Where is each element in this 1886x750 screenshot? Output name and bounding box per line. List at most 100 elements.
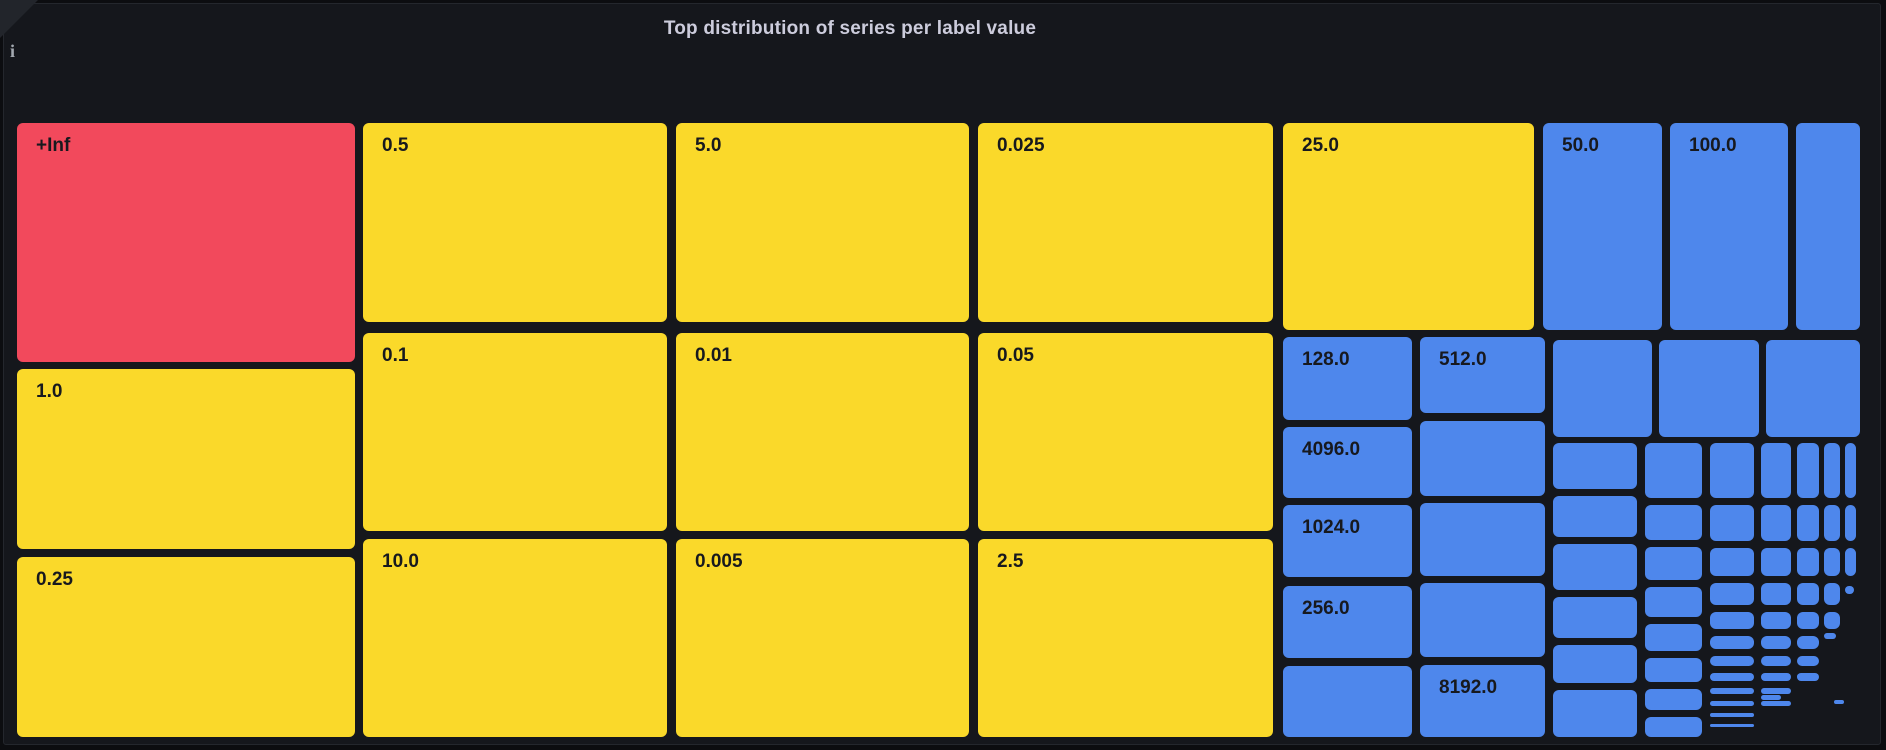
treemap-cell[interactable] [1797, 443, 1819, 498]
treemap-cell-5.0[interactable]: 5.0 [676, 123, 969, 322]
treemap-cell-label: +Inf [36, 135, 71, 156]
treemap-cell[interactable] [1420, 583, 1545, 657]
treemap-cell-0.05[interactable]: 0.05 [978, 333, 1273, 531]
info-icon: i [10, 41, 16, 61]
treemap-cell[interactable] [1824, 443, 1840, 498]
treemap-cell[interactable] [1553, 544, 1637, 590]
treemap-cell[interactable] [1761, 612, 1791, 629]
treemap-cell[interactable] [1710, 713, 1754, 717]
treemap-cell-2.5[interactable]: 2.5 [978, 539, 1273, 737]
treemap-cell-0.1[interactable]: 0.1 [363, 333, 667, 531]
treemap-cell[interactable] [1797, 612, 1819, 629]
treemap-cell[interactable] [1283, 666, 1412, 737]
treemap-cell[interactable] [1710, 583, 1754, 605]
treemap-cell-512.0[interactable]: 512.0 [1420, 337, 1545, 413]
treemap-cell[interactable] [1824, 583, 1840, 605]
treemap-cell[interactable] [1710, 656, 1754, 666]
treemap-cell[interactable] [1553, 690, 1637, 737]
treemap-cell[interactable] [1553, 443, 1637, 489]
treemap-cell[interactable] [1553, 340, 1652, 437]
treemap-cell[interactable] [1845, 548, 1856, 576]
treemap-cell[interactable] [1710, 636, 1754, 649]
treemap-cell[interactable] [1645, 505, 1702, 540]
treemap-cell-label: 1024.0 [1302, 517, 1361, 538]
treemap-cell[interactable] [1824, 548, 1840, 576]
treemap-cell-0.5[interactable]: 0.5 [363, 123, 667, 322]
treemap-cell-1.0[interactable]: 1.0 [17, 369, 355, 549]
treemap-cell[interactable] [1797, 674, 1811, 679]
treemap-cell[interactable] [1845, 586, 1854, 594]
treemap-cell[interactable] [1645, 587, 1702, 617]
treemap-cell-256.0[interactable]: 256.0 [1283, 586, 1412, 658]
treemap-cell[interactable] [1761, 505, 1791, 541]
treemap-cell[interactable] [1710, 443, 1754, 498]
treemap-cell[interactable] [1761, 656, 1791, 666]
treemap-cell-0.025[interactable]: 0.025 [978, 123, 1273, 322]
treemap-cell[interactable] [1553, 496, 1637, 537]
treemap-cell[interactable] [1645, 658, 1702, 682]
treemap-cell-label: 8192.0 [1439, 677, 1498, 698]
treemap-cell-50.0[interactable]: 50.0 [1543, 123, 1662, 330]
panel-info-corner[interactable]: i [0, 0, 38, 61]
treemap-cell-128.0[interactable]: 128.0 [1283, 337, 1412, 420]
treemap-cell[interactable] [1761, 673, 1791, 681]
treemap-cell-label: 2.5 [997, 551, 1024, 572]
treemap-cell[interactable] [1645, 624, 1702, 651]
treemap-cell-label: 0.005 [695, 551, 743, 572]
treemap-cell[interactable] [1761, 548, 1791, 576]
treemap-cell[interactable] [1420, 421, 1545, 496]
treemap-cell[interactable] [1553, 597, 1637, 638]
treemap-cell[interactable] [1710, 688, 1754, 694]
treemap-cell[interactable] [1710, 724, 1754, 727]
treemap-cell-label: 5.0 [695, 135, 722, 156]
treemap-cell[interactable] [1645, 689, 1702, 710]
treemap-cell[interactable] [1761, 701, 1791, 706]
treemap-cell-label: 1.0 [36, 381, 63, 402]
treemap-cell[interactable] [1420, 503, 1545, 576]
treemap-cell-8192.0[interactable]: 8192.0 [1420, 665, 1545, 737]
treemap-cell[interactable] [1797, 636, 1819, 649]
treemap-cell-10.0[interactable]: 10.0 [363, 539, 667, 737]
treemap-cell[interactable] [1797, 583, 1819, 605]
treemap-cell[interactable] [1761, 688, 1791, 694]
treemap-cell[interactable] [1710, 673, 1754, 681]
treemap-cell-label: 0.1 [382, 345, 409, 366]
treemap-cell[interactable] [1710, 612, 1754, 629]
treemap-cell-label: 0.5 [382, 135, 409, 156]
treemap-cell[interactable] [1834, 700, 1844, 704]
treemap-cell-label: 10.0 [382, 551, 419, 572]
treemap-cell[interactable] [1796, 123, 1860, 330]
treemap-cell[interactable] [1797, 505, 1819, 541]
treemap-cell[interactable] [1659, 340, 1759, 437]
treemap-cell[interactable] [1845, 505, 1856, 541]
treemap-cell[interactable] [1761, 636, 1791, 649]
treemap-cell[interactable] [1710, 548, 1754, 576]
treemap-cell[interactable] [1645, 443, 1702, 498]
treemap-cell[interactable] [1761, 583, 1791, 605]
treemap-cell[interactable] [1797, 548, 1819, 576]
treemap-cell[interactable] [1797, 656, 1819, 666]
treemap-cell[interactable] [1645, 547, 1702, 580]
treemap-cell-0.01[interactable]: 0.01 [676, 333, 969, 531]
treemap-cell[interactable] [1761, 443, 1791, 498]
treemap-cell[interactable] [1553, 645, 1637, 683]
treemap-cell-25.0[interactable]: 25.0 [1283, 123, 1534, 330]
treemap-cell[interactable] [1824, 612, 1840, 629]
treemap-cell-label: 50.0 [1562, 135, 1599, 156]
treemap-cell-100.0[interactable]: 100.0 [1670, 123, 1788, 330]
treemap-cell-label: 0.025 [997, 135, 1045, 156]
treemap-cell[interactable] [1710, 701, 1754, 706]
treemap-cell[interactable] [1645, 717, 1702, 737]
treemap-cell[interactable] [1824, 505, 1840, 541]
treemap-cell[interactable] [1761, 695, 1781, 700]
treemap-cell[interactable] [1845, 443, 1856, 498]
treemap-cell[interactable] [1824, 633, 1836, 639]
treemap-cell-0.25[interactable]: 0.25 [17, 557, 355, 737]
treemap-cell-4096.0[interactable]: 4096.0 [1283, 427, 1412, 498]
treemap-cell[interactable] [1710, 505, 1754, 541]
treemap-cell-0.005[interactable]: 0.005 [676, 539, 969, 737]
treemap-cell[interactable] [1766, 340, 1860, 437]
treemap-cell-+Inf[interactable]: +Inf [17, 123, 355, 362]
treemap-cell-1024.0[interactable]: 1024.0 [1283, 505, 1412, 577]
